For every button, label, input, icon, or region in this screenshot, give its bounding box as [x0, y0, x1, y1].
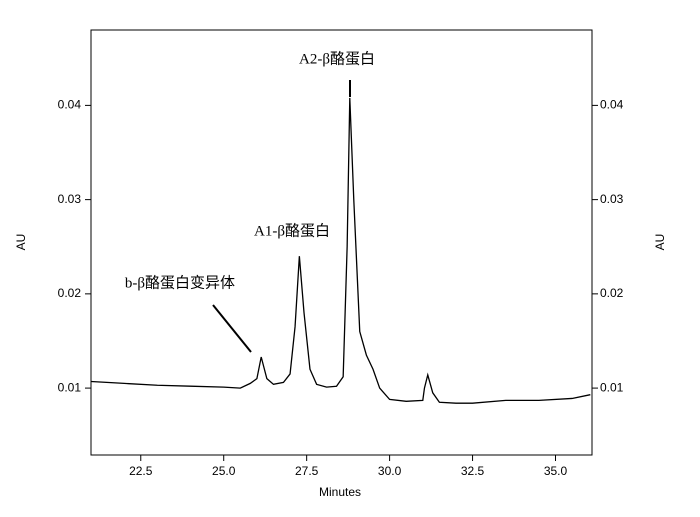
y2-tick-label: 0.04 — [600, 98, 624, 112]
annotation-pointer — [212, 304, 252, 353]
x-axis-label: Minutes — [319, 485, 361, 499]
y-tick-label: 0.04 — [58, 98, 82, 112]
plot-frame — [90, 29, 593, 456]
x-tick-label: 22.5 — [129, 464, 153, 478]
y2-tick-label: 0.01 — [600, 380, 624, 394]
x-tick-label: 30.0 — [378, 464, 402, 478]
y-tick-label: 0.01 — [58, 380, 82, 394]
y2-tick-label: 0.02 — [600, 286, 624, 300]
x-tick-label: 25.0 — [212, 464, 236, 478]
annotation: b-β酪蛋白变异体 — [125, 274, 235, 291]
annotation: A1-β酪蛋白 — [254, 222, 330, 239]
x-tick-label: 32.5 — [461, 464, 485, 478]
trace — [90, 97, 591, 404]
y-axis-label: AU — [14, 234, 28, 251]
annotation: A2-β酪蛋白 — [299, 50, 375, 67]
y-tick-label: 0.03 — [58, 192, 82, 206]
x-tick-label: 35.0 — [544, 464, 568, 478]
y2-tick-label: 0.03 — [600, 192, 624, 206]
y-tick-label: 0.02 — [58, 286, 82, 300]
x-tick-label: 27.5 — [295, 464, 319, 478]
y2-axis-label: AU — [653, 234, 667, 251]
